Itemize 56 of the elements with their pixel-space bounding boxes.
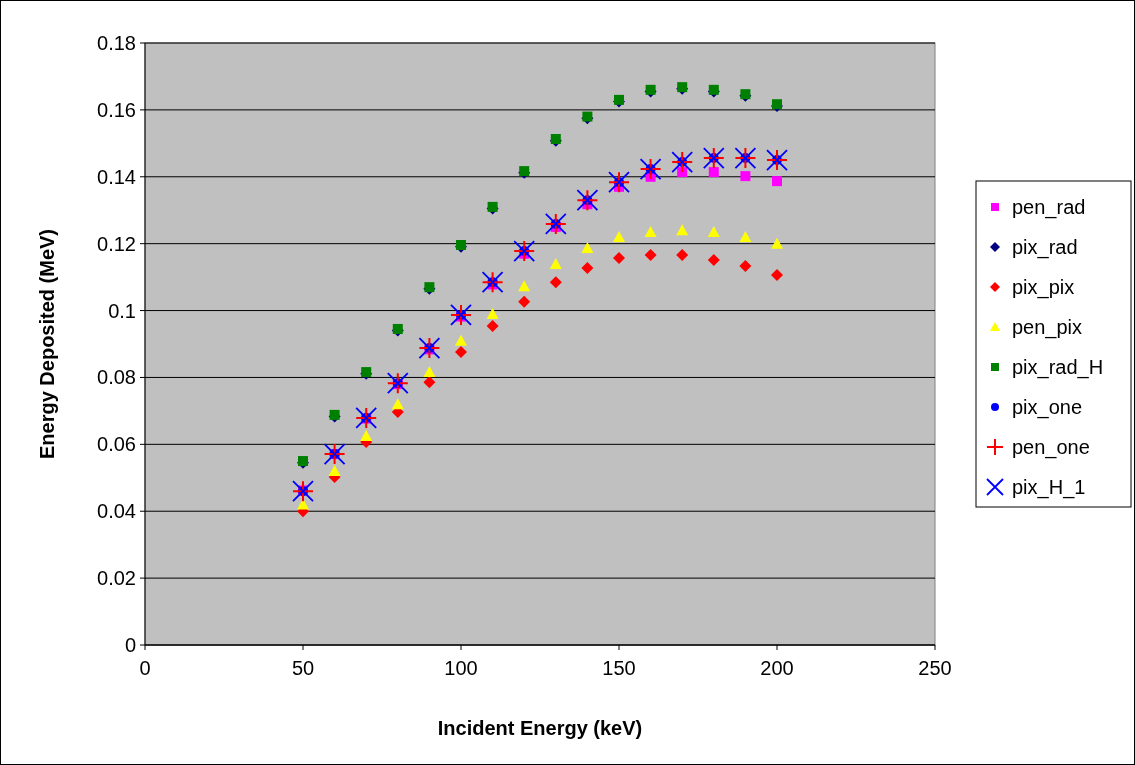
point — [549, 258, 562, 270]
point — [360, 429, 373, 441]
x-tick-label: 50 — [291, 657, 315, 679]
point — [740, 171, 751, 182]
legend-label: pix_rad — [1012, 236, 1078, 259]
legend-label: pix_H_1 — [1012, 476, 1086, 499]
point — [486, 319, 499, 332]
legend-label: pen_rad — [1012, 196, 1086, 219]
point — [708, 167, 719, 178]
point — [644, 225, 657, 237]
point — [455, 334, 467, 346]
y-tick-label: 0.06 — [97, 433, 136, 456]
x-tick-label: 0 — [139, 657, 151, 679]
point — [549, 276, 562, 289]
point — [518, 295, 531, 308]
point — [772, 176, 782, 187]
y-tick-label: 0.18 — [97, 32, 136, 54]
y-tick-label: 0.14 — [97, 165, 136, 188]
point — [423, 366, 436, 378]
y-tick-label: 0.04 — [97, 500, 136, 523]
point — [613, 230, 625, 242]
point — [581, 262, 594, 275]
point — [771, 269, 783, 282]
point — [739, 260, 752, 273]
x-axis-title: Incident Energy (keV) — [437, 717, 643, 739]
point — [739, 230, 752, 242]
point — [581, 242, 594, 254]
y-tick-label: 0 — [124, 634, 136, 656]
legend-label: pix_one — [1012, 396, 1083, 419]
point — [676, 224, 689, 236]
y-tick-label: 0.16 — [97, 98, 136, 121]
point — [644, 249, 657, 262]
point — [455, 346, 467, 359]
x-tick-label: 200 — [760, 657, 794, 679]
point — [486, 307, 499, 319]
y-tick-label: 0.1 — [108, 299, 136, 322]
y-tick-label: 0.12 — [97, 232, 136, 255]
x-tick-label: 100 — [444, 657, 478, 679]
point — [676, 249, 689, 262]
point — [613, 252, 625, 265]
legend-label: pen_one — [1012, 436, 1090, 459]
y-tick-label: 0.02 — [97, 567, 136, 590]
x-tick-label: 250 — [918, 657, 952, 679]
legend-label: pix_rad_H — [1012, 356, 1104, 379]
point — [707, 225, 720, 237]
point — [328, 465, 341, 477]
legend-label: pen_pix — [1012, 316, 1083, 339]
legend-label: pix_pix — [1012, 276, 1075, 299]
y-axis-title: Energy Deposited (MeV) — [36, 228, 58, 460]
point — [423, 376, 436, 389]
point — [771, 237, 783, 249]
point — [707, 254, 720, 267]
point — [391, 398, 404, 410]
point — [518, 280, 531, 292]
y-tick-label: 0.08 — [97, 366, 136, 389]
x-tick-label: 150 — [602, 657, 636, 679]
